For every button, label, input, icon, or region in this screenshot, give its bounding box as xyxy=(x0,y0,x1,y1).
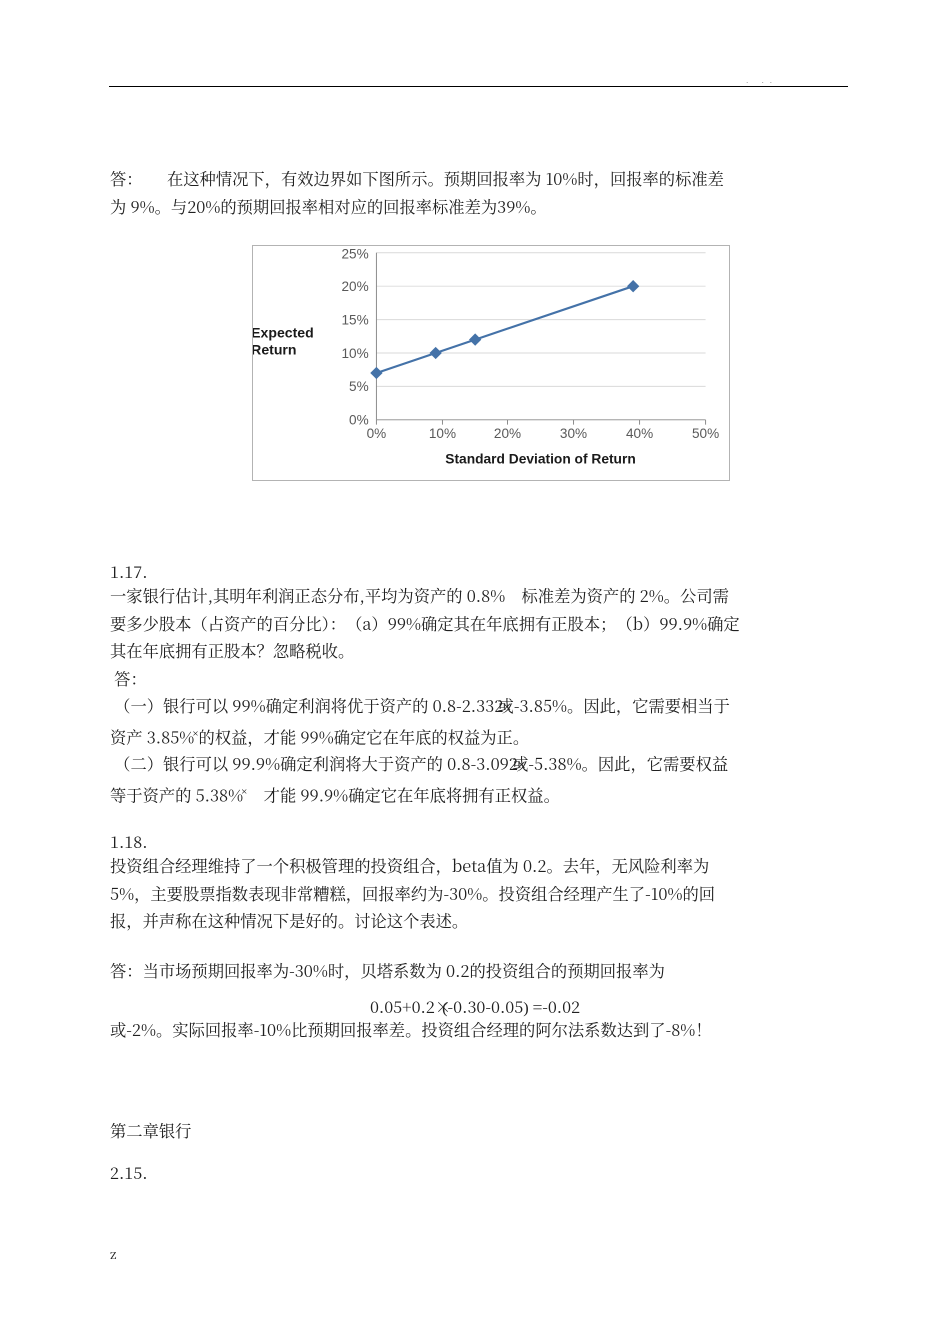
svg-text:15%: 15% xyxy=(341,312,368,327)
svg-text:Expected: Expected xyxy=(253,324,314,340)
svg-text:10%: 10% xyxy=(341,346,368,361)
svg-text:Standard Deviation of Return: Standard Deviation of Return xyxy=(445,451,635,466)
svg-text:40%: 40% xyxy=(626,426,653,441)
svg-text:20%: 20% xyxy=(341,279,368,294)
svg-text:0%: 0% xyxy=(367,426,387,441)
svg-text:20%: 20% xyxy=(494,426,521,441)
svg-text:50%: 50% xyxy=(692,426,719,441)
svg-text:25%: 25% xyxy=(341,247,368,262)
svg-text:10%: 10% xyxy=(429,426,456,441)
svg-text:5%: 5% xyxy=(349,379,369,394)
svg-text:Return: Return xyxy=(253,342,296,358)
svg-text:30%: 30% xyxy=(560,426,587,441)
